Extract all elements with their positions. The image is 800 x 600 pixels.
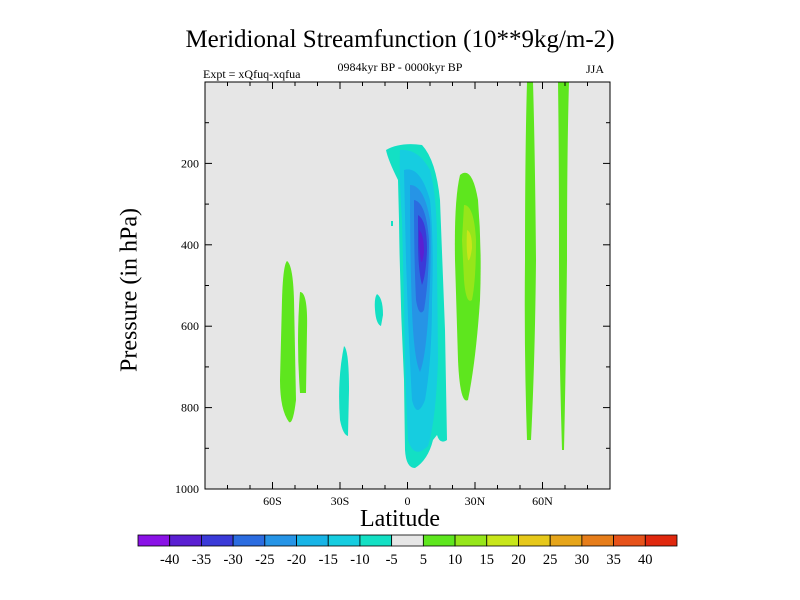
y-tick-label: 400: [181, 238, 199, 252]
colorbar-swatch: [613, 534, 646, 547]
colorbar-swatch: [201, 534, 234, 547]
chart-title: Meridional Streamfunction (10**9kg/m-2): [185, 26, 615, 53]
contour-cell-45s: [298, 292, 308, 393]
colorbar-label: -10: [350, 552, 369, 568]
colorbar-swatch: [549, 534, 583, 547]
colorbar-label: -25: [255, 552, 274, 568]
colorbar-swatch: [264, 534, 297, 547]
colorbar-label: 25: [543, 552, 558, 568]
contour-cell-30s: [339, 346, 349, 436]
contour-cell-68n: [558, 82, 569, 450]
contour-cell-small: [391, 221, 393, 226]
x-tick-label: 60N: [532, 494, 553, 508]
contour-cell-60s: [280, 261, 296, 423]
y-tick-label: 200: [181, 156, 199, 170]
colorbar-label: -20: [287, 552, 306, 568]
colorbar-label: -30: [223, 552, 242, 568]
season-label: JJA: [586, 62, 605, 76]
x-tick-label: 30N: [465, 494, 486, 508]
y-tick-label: 800: [181, 401, 199, 415]
colorbar-label: 40: [638, 552, 653, 568]
x-tick-label: 60S: [263, 494, 282, 508]
experiment-label: Expt = xQfuq-xqfua: [203, 67, 301, 81]
contour-eq-level-minus35: [419, 230, 424, 262]
axes: 60S 30S 0 30N 60N 200 400 600 800 1000: [175, 82, 610, 508]
contour-cell-15s: [374, 294, 383, 326]
colorbar-label: -5: [386, 552, 398, 568]
colorbar-swatch: [296, 534, 329, 547]
x-tick-label: 30S: [331, 494, 350, 508]
colorbar-swatch: [518, 534, 551, 547]
colorbar-swatch: [391, 534, 424, 547]
colorbar-label: 15: [480, 552, 495, 568]
colorbar: -40 -35 -30 -25 -20 -15 -10 -5 5 10 15 20 25 30 35 40: [137, 534, 678, 568]
colorbar-swatch: [581, 534, 614, 547]
colorbar-label: 10: [448, 552, 463, 568]
colorbar-label: 5: [420, 552, 427, 568]
colorbar-label: 35: [606, 552, 621, 568]
contour-cell-25n-level15: [466, 230, 472, 261]
colorbar-label: -40: [160, 552, 179, 568]
contour-cell-55n: [524, 82, 536, 440]
time-range-label: 0984kyr BP - 0000kyr BP: [337, 60, 463, 74]
colorbar-swatch: [169, 534, 202, 547]
contour-fills: [280, 82, 569, 468]
y-tick-label: 1000: [175, 482, 199, 496]
x-axis-label: Latitude: [360, 506, 440, 532]
colorbar-swatch: [327, 534, 361, 547]
y-tick-label: 600: [181, 319, 199, 333]
colorbar-label: -15: [319, 552, 338, 568]
colorbar-label: -35: [192, 552, 211, 568]
colorbar-swatch: [422, 534, 456, 547]
x-tick-label: 0: [405, 494, 411, 508]
colorbar-label: 30: [575, 552, 590, 568]
colorbar-swatch: [454, 534, 488, 547]
colorbar-swatch: [359, 534, 393, 547]
colorbar-swatch: [644, 534, 678, 547]
colorbar-swatch: [486, 534, 519, 547]
colorbar-swatch: [137, 534, 171, 547]
colorbar-swatch: [232, 534, 266, 547]
colorbar-label: 20: [511, 552, 526, 568]
